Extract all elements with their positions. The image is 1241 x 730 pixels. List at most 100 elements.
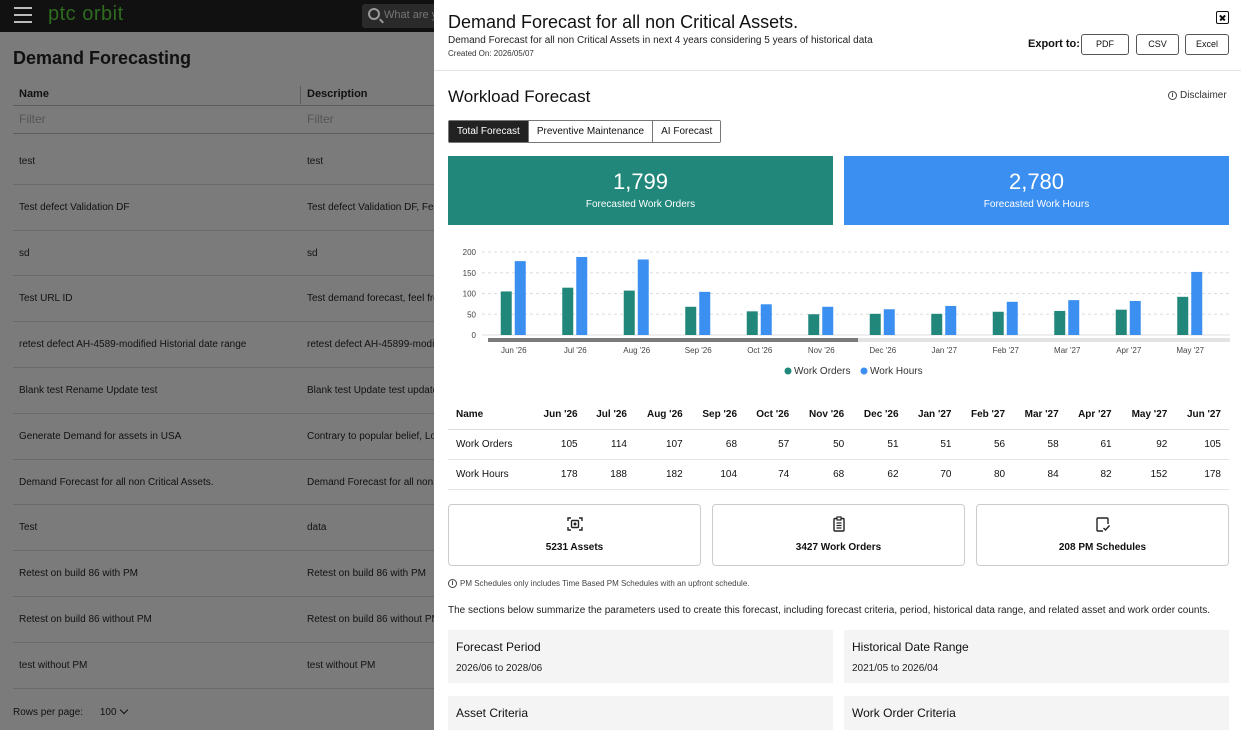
tab-preventive-maintenance[interactable]: Preventive Maintenance	[528, 121, 654, 142]
table-cell: 80	[959, 459, 1014, 490]
page-title: Demand Forecasting	[13, 48, 192, 68]
y-tick-label: 150	[463, 269, 477, 278]
info-icon: i	[1168, 91, 1177, 100]
column-header-name[interactable]: Name	[19, 88, 49, 100]
clipboard-list-icon	[832, 516, 845, 532]
table-cell: 104	[690, 459, 746, 490]
y-tick-label: 0	[472, 331, 477, 340]
row-name: Demand Forecast for all non Critical Ass…	[19, 476, 214, 488]
row-description: retest defect AH-45899-modif	[307, 339, 434, 351]
row-name: Work Orders	[448, 429, 532, 460]
bar-work-hours	[637, 259, 649, 335]
row-name: Work Hours	[448, 459, 532, 490]
historical-date-range-panel: Historical Date Range 2021/05 to 2026/04	[844, 630, 1229, 683]
tab-total-forecast[interactable]: Total Forecast	[449, 121, 529, 142]
y-tick-label: 100	[463, 290, 477, 299]
table-cell: 178	[532, 459, 586, 490]
column-header-month: May '27	[1119, 401, 1176, 430]
table-row[interactable]: test test	[13, 139, 434, 185]
assets-count-card[interactable]: 5231 Assets	[448, 504, 701, 566]
pm-note: i PM Schedules only includes Time Based P…	[448, 579, 750, 589]
table-row[interactable]: Demand Forecast for all non Critical Ass…	[13, 460, 434, 506]
table-row[interactable]: test without PM test without PM	[13, 643, 434, 689]
table-row[interactable]: Generate Demand for assets in USA Contrar…	[13, 414, 434, 460]
bar-work-orders	[685, 306, 697, 335]
card-label: 3427 Work Orders	[795, 542, 882, 553]
filter-row: Filter Filter	[13, 106, 434, 134]
table-row[interactable]: sd sd	[13, 231, 434, 277]
y-tick-label: 200	[463, 248, 477, 257]
row-description: Contrary to popular belief, Lo	[307, 430, 434, 442]
table-cell: 62	[852, 459, 907, 490]
column-header-month: Nov '26	[797, 401, 853, 430]
row-name: test without PM	[19, 659, 88, 671]
row-description: Retest on build 86 without PM	[307, 613, 434, 625]
bar-work-hours	[1129, 300, 1141, 335]
x-tick-label: Mar '27	[1054, 346, 1081, 355]
column-header-month: Jan '27	[906, 401, 960, 430]
row-name: Retest on build 86 with PM	[19, 568, 138, 580]
pagination: Rows per page: 100	[13, 705, 128, 718]
rows-per-page-select[interactable]: 100	[99, 707, 117, 718]
row-description: Retest on build 86 with PM	[307, 568, 426, 580]
column-header-month: Jun '26	[532, 401, 586, 430]
forecast-table: Name Jun '26 Jul '26 Aug '26 Sep '26 Oct '26…	[448, 401, 1229, 490]
drawer-subtitle: Demand Forecast for all non Critical Ass…	[448, 35, 873, 46]
table-row[interactable]: Retest on build 86 without PM Retest on b…	[13, 597, 434, 643]
table-cell: 57	[745, 429, 798, 460]
x-tick-label: May '27	[1176, 346, 1204, 355]
forecast-tabs: Total Forecast Preventive Maintenance AI…	[448, 120, 722, 143]
table-cell: 56	[959, 429, 1014, 460]
export-excel-button[interactable]: Excel	[1185, 34, 1229, 55]
table-cell: 105	[1175, 429, 1229, 460]
column-header-month: Apr '27	[1066, 401, 1120, 430]
workload-bar-chart: 0 50 100 150 200 Jun '26 Jul '26 Aug '26 Sep '26…	[463, 248, 1230, 377]
table-row[interactable]: Test URL ID Test demand forecast, feel fr…	[13, 276, 434, 323]
kpi-label: Forecasted Work Orders	[585, 199, 696, 210]
export-csv-button[interactable]: CSV	[1136, 34, 1179, 55]
row-name: Test defect Validation DF	[19, 201, 130, 213]
row-description: test	[307, 156, 324, 167]
close-icon[interactable]	[1216, 11, 1229, 24]
row-description: Demand Forecast for all non	[307, 476, 434, 488]
table-cell: 84	[1013, 459, 1067, 490]
export-pdf-button[interactable]: PDF	[1081, 34, 1129, 55]
column-header-month: Oct '26	[745, 401, 798, 430]
disclaimer-link[interactable]: i Disclaimer	[1168, 90, 1227, 101]
kpi-work-orders: 1,799 Forecasted Work Orders	[448, 156, 833, 225]
table-row[interactable]: Blank test Rename Update test Blank test …	[13, 368, 434, 414]
pm-schedules-count-card[interactable]: 208 PM Schedules	[976, 504, 1229, 566]
bar-work-orders	[808, 314, 820, 335]
work-orders-count-card[interactable]: 3427 Work Orders	[712, 504, 965, 566]
disclaimer-label: Disclaimer	[1180, 90, 1227, 101]
table-row[interactable]: Test defect Validation DF Test defect Val…	[13, 185, 434, 231]
column-header-description[interactable]: Description	[307, 88, 368, 100]
kpi-value: 2,780	[1008, 169, 1065, 194]
table-cell: 61	[1066, 429, 1120, 460]
column-header-month: Dec '26	[852, 401, 907, 430]
name-filter-input[interactable]: Filter	[19, 112, 46, 126]
column-header-month: Sep '26	[690, 401, 746, 430]
legend-marker	[860, 367, 868, 375]
description-filter-input[interactable]: Filter	[307, 112, 334, 126]
menu-icon[interactable]	[14, 7, 32, 23]
drawer-title: Demand Forecast for all non Critical Ass…	[448, 12, 799, 32]
table-cell: 114	[585, 429, 635, 460]
table-row[interactable]: Test data	[13, 505, 434, 552]
tab-ai-forecast[interactable]: AI Forecast	[653, 121, 721, 142]
table-cell: 92	[1119, 429, 1176, 460]
row-name: Retest on build 86 without PM	[19, 613, 152, 625]
table-cell: 51	[852, 429, 907, 460]
range-slider-track	[488, 338, 1230, 342]
table-row[interactable]: Retest on build 86 with PM Retest on buil…	[13, 551, 434, 597]
table-row[interactable]: retest defect AH-4589-modified Historial…	[13, 322, 434, 368]
legend-label: Work Hours	[870, 366, 923, 377]
column-header-month: Aug '26	[634, 401, 691, 430]
bar-work-orders	[746, 311, 758, 335]
chevron-down-icon[interactable]	[119, 705, 128, 715]
row-description: test without PM	[307, 659, 376, 671]
table-cell: 68	[690, 429, 746, 460]
asset-scan-icon	[566, 517, 583, 531]
table-row: Work Hours 178 188 182 104 74 68 62 70 80 84 82 152 1…	[448, 459, 1229, 490]
table-cell: 82	[1066, 459, 1120, 490]
